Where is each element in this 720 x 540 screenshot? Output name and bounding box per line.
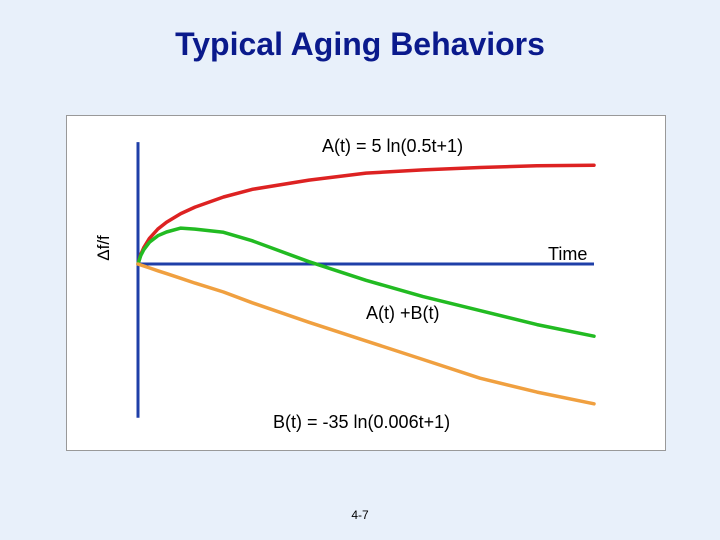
series-line-sum bbox=[136, 226, 596, 338]
page-number: 4-7 bbox=[351, 508, 369, 522]
slide-title: Typical Aging Behaviors bbox=[175, 26, 545, 62]
chart-frame bbox=[66, 115, 666, 451]
y-axis-label: Δf/f bbox=[94, 235, 113, 261]
x-axis-label: Time bbox=[548, 244, 588, 264]
series-line-b bbox=[136, 262, 596, 406]
series-line-a bbox=[136, 163, 596, 266]
annotation-b: B(t) = -35 ln(0.006t+1) bbox=[273, 412, 451, 432]
annotation-a: A(t) = 5 ln(0.5t+1) bbox=[322, 136, 464, 156]
annotation-sum: A(t) +B(t) bbox=[366, 303, 440, 323]
